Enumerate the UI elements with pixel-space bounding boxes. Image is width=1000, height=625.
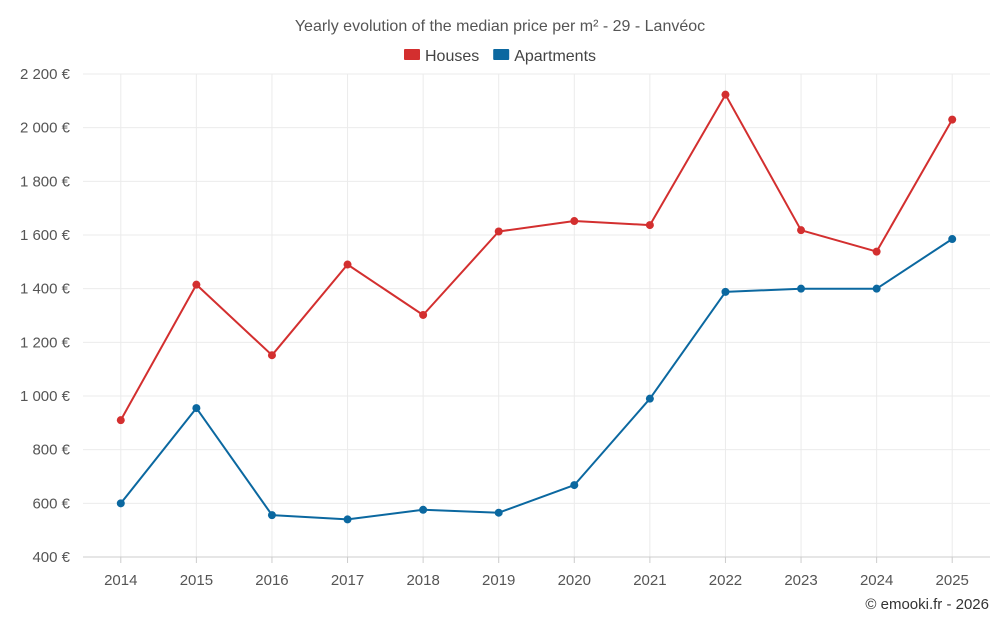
data-point-apartments	[948, 235, 957, 244]
data-point-houses	[721, 90, 730, 99]
y-tick-label: 1 800 €	[20, 173, 71, 190]
x-tick-label: 2014	[104, 572, 137, 589]
y-tick-label: 1 000 €	[20, 388, 71, 405]
y-tick-label: 600 €	[32, 495, 70, 512]
data-point-houses	[948, 115, 957, 124]
data-point-apartments	[343, 515, 352, 524]
data-point-apartments	[645, 394, 654, 403]
data-point-apartments	[872, 284, 881, 293]
axes: 400 € 600 € 800 € 1 000 € 1 200 € 1 400 € 1 60…	[20, 66, 990, 589]
data-point-houses	[797, 226, 806, 235]
data-point-houses	[267, 351, 276, 360]
x-tick-label: 2019	[482, 572, 515, 589]
data-point-houses	[192, 280, 201, 289]
data-point-houses	[645, 221, 654, 230]
series-line-houses	[119, 93, 954, 421]
x-tick-label: 2017	[331, 572, 364, 589]
series-line-apartments	[120, 238, 953, 521]
y-tick-label: 400 €	[32, 549, 70, 566]
legend-swatch	[493, 49, 510, 60]
y-tick-label: 2 000 €	[20, 120, 71, 137]
credit-text: © emooki.fr - 2026	[865, 596, 989, 613]
data-point-apartments	[721, 287, 730, 296]
data-point-apartments	[494, 508, 503, 517]
data-point-houses	[872, 247, 881, 256]
y-tick-label: 1 600 €	[20, 227, 71, 244]
data-point-apartments	[192, 404, 201, 413]
legend-label: Houses	[425, 48, 479, 65]
y-tick-label: 1 200 €	[20, 334, 71, 351]
data-point-houses	[343, 260, 352, 269]
x-tick-label: 2023	[784, 572, 817, 589]
x-tick-label: 2018	[406, 572, 439, 589]
series-layer	[116, 90, 957, 524]
grid	[83, 73, 990, 558]
legend: Houses Apartments	[404, 48, 596, 65]
y-tick-label: 2 200 €	[20, 66, 71, 83]
x-tick-label: 2021	[633, 572, 666, 589]
data-point-apartments	[570, 481, 579, 490]
data-point-apartments	[797, 284, 806, 293]
x-tick-label: 2025	[936, 572, 969, 589]
legend-label: Apartments	[514, 48, 596, 65]
data-point-apartments	[419, 505, 428, 514]
legend-swatch	[404, 49, 420, 60]
x-tick-label: 2016	[255, 572, 288, 589]
data-point-apartments	[116, 499, 125, 508]
x-tick-label: 2020	[558, 572, 591, 589]
data-point-apartments	[267, 511, 276, 520]
data-point-houses	[494, 227, 503, 236]
y-tick-label: 800 €	[32, 442, 70, 459]
chart-title: Yearly evolution of the median price per…	[295, 18, 705, 35]
x-tick-label: 2015	[180, 572, 213, 589]
data-point-houses	[116, 416, 125, 425]
x-tick-label: 2022	[709, 572, 742, 589]
y-tick-label: 1 400 €	[20, 281, 71, 298]
data-point-houses	[419, 310, 428, 319]
legend-item-apartments: Apartments	[493, 48, 596, 65]
data-point-houses	[570, 217, 579, 226]
legend-item-houses: Houses	[404, 48, 479, 65]
x-tick-label: 2024	[860, 572, 893, 589]
